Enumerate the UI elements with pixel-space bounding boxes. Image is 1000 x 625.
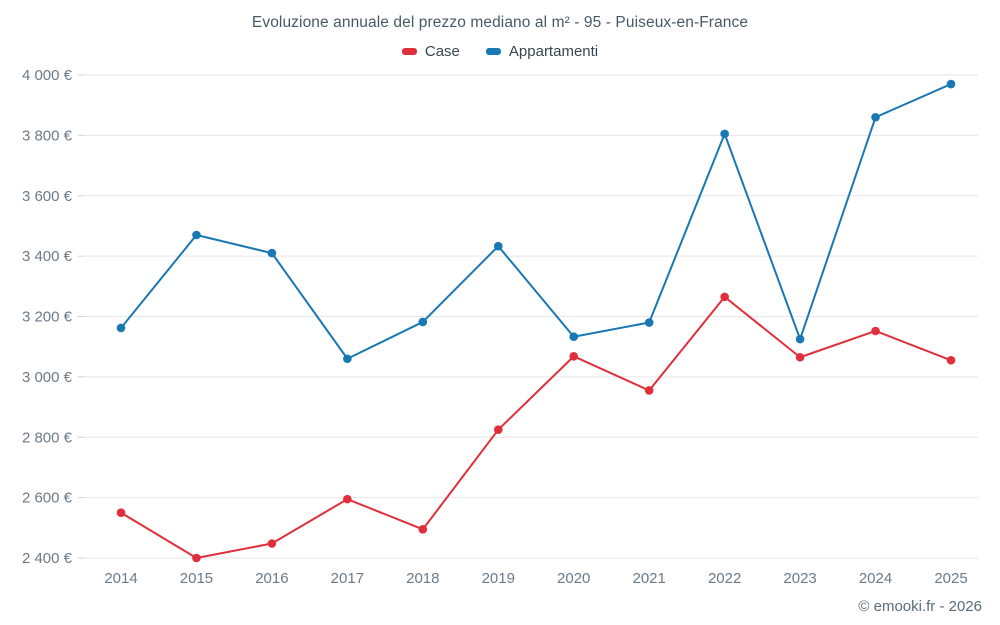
legend: Case Appartamenti — [0, 43, 1000, 60]
x-tick-label: 2014 — [104, 570, 137, 587]
series-line-appartamenti — [120, 83, 952, 360]
data-point-case-2014[interactable] — [116, 508, 126, 518]
x-tick-label: 2021 — [632, 570, 665, 587]
chart-title: Evoluzione annuale del prezzo mediano al… — [251, 14, 749, 31]
y-tick-label: 3 200 € — [22, 309, 73, 326]
x-tick-label: 2025 — [934, 570, 967, 587]
data-point-case-2025[interactable] — [946, 355, 956, 365]
data-point-case-2024[interactable] — [871, 326, 880, 336]
y-tick-label: 3 800 € — [22, 127, 73, 144]
data-point-appartamenti-2021[interactable] — [644, 318, 654, 327]
data-point-appartamenti-2017[interactable] — [343, 354, 352, 364]
legend-item-case[interactable]: Case — [401, 43, 460, 60]
y-tick-label: 3 400 € — [22, 248, 73, 265]
data-point-case-2016[interactable] — [267, 539, 277, 548]
data-point-appartamenti-2015[interactable] — [192, 230, 201, 240]
x-tick-label: 2017 — [331, 570, 364, 587]
legend-item-appartamenti[interactable]: Appartamenti — [485, 43, 599, 60]
x-tick-label: 2016 — [255, 570, 288, 587]
chart-header: Evoluzione annuale del prezzo mediano al… — [0, 14, 1000, 60]
data-point-case-2017[interactable] — [343, 494, 352, 504]
y-tick-label: 2 800 € — [22, 429, 73, 446]
data-point-appartamenti-2020[interactable] — [569, 332, 579, 342]
data-point-appartamenti-2019[interactable] — [493, 241, 503, 251]
data-point-case-2015[interactable] — [192, 553, 201, 563]
data-point-case-2018[interactable] — [418, 525, 428, 534]
series-line-case — [120, 295, 952, 559]
data-point-appartamenti-2018[interactable] — [418, 317, 428, 327]
legend-label-appartamenti: Appartamenti — [508, 43, 599, 60]
y-tick-label: 4 000 € — [22, 67, 73, 84]
data-point-appartamenti-2014[interactable] — [116, 323, 126, 333]
attribution: © emooki.fr - 2026 — [858, 598, 982, 615]
data-point-appartamenti-2016[interactable] — [267, 248, 277, 258]
legend-swatch-case-icon — [401, 48, 417, 55]
y-tick-label: 3 000 € — [22, 369, 73, 386]
data-point-appartamenti-2022[interactable] — [720, 129, 729, 139]
y-tick-label: 2 600 € — [22, 490, 73, 507]
x-tick-label: 2015 — [180, 570, 213, 587]
data-point-appartamenti-2024[interactable] — [871, 112, 880, 122]
x-tick-label: 2023 — [783, 570, 816, 587]
x-tick-label: 2022 — [708, 570, 741, 587]
data-point-case-2020[interactable] — [569, 352, 579, 361]
data-point-case-2019[interactable] — [493, 425, 503, 435]
legend-label-case: Case — [424, 43, 460, 60]
data-point-case-2023[interactable] — [795, 352, 805, 362]
x-tick-label: 2024 — [859, 570, 892, 587]
legend-swatch-appartamenti-icon — [485, 48, 501, 55]
x-tick-label: 2018 — [406, 570, 439, 587]
data-point-case-2022[interactable] — [720, 292, 729, 302]
data-point-appartamenti-2025[interactable] — [946, 79, 956, 89]
y-tick-label: 2 400 € — [22, 550, 73, 567]
x-tick-label: 2019 — [482, 570, 515, 587]
x-tick-label: 2020 — [557, 570, 590, 587]
data-point-case-2021[interactable] — [644, 386, 654, 395]
data-point-appartamenti-2023[interactable] — [795, 334, 805, 344]
y-tick-label: 3 600 € — [22, 188, 73, 205]
